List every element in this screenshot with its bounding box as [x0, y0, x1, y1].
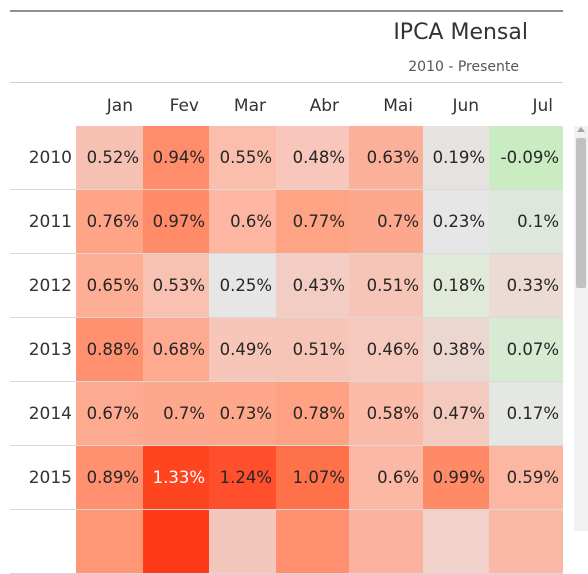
- heatmap-cell: 0.97%: [143, 190, 209, 254]
- page-title: IPCA Mensal: [393, 20, 528, 45]
- heatmap-cell: 0.48%: [276, 126, 349, 190]
- heatmap-cell: 0.43%: [276, 254, 349, 318]
- row-divider: [10, 189, 76, 190]
- heatmap-cell: 0.46%: [349, 318, 423, 382]
- heatmap-cell: 0.33%: [489, 254, 563, 318]
- row-year-label: 2012: [28, 276, 72, 296]
- page-subtitle: 2010 - Presente: [408, 59, 519, 75]
- heatmap-cell: 0.89%: [76, 446, 143, 510]
- heatmap-cell: 0.7%: [143, 382, 209, 446]
- heatmap-cell: [209, 510, 276, 574]
- heatmap-cell: 0.1%: [489, 190, 563, 254]
- heatmap-cell: [349, 510, 423, 574]
- heatmap-cell: 0.55%: [209, 126, 276, 190]
- column-header-mar: Mar: [233, 96, 266, 116]
- heatmap-cell: 0.18%: [423, 254, 489, 318]
- heatmap-cell: 0.51%: [349, 254, 423, 318]
- header-separator: [10, 82, 563, 83]
- heatmap-cell: 0.7%: [349, 190, 423, 254]
- heatmap-cell: [76, 510, 143, 574]
- row-year-label: 2015: [28, 468, 72, 488]
- row-year-label: 2011: [28, 212, 72, 232]
- heatmap-cell: 0.23%: [423, 190, 489, 254]
- heatmap-cell: 0.67%: [76, 382, 143, 446]
- row-divider: [10, 509, 76, 510]
- heatmap-cell: 0.25%: [209, 254, 276, 318]
- heatmap-cell: 0.94%: [143, 126, 209, 190]
- column-header-jun: Jun: [452, 96, 479, 116]
- heatmap-cell: 0.6%: [349, 446, 423, 510]
- column-header-abr: Abr: [309, 96, 339, 116]
- heatmap-cell: -0.09%: [489, 126, 563, 190]
- heatmap-cell: 0.78%: [276, 382, 349, 446]
- heatmap-cell: 0.17%: [489, 382, 563, 446]
- heatmap-cell: 1.07%: [276, 446, 349, 510]
- heatmap-cell: 0.6%: [209, 190, 276, 254]
- row-year-label: 2014: [28, 404, 72, 424]
- heatmap-cell: [489, 510, 563, 574]
- heatmap-cell: 0.63%: [349, 126, 423, 190]
- row-divider: [10, 317, 76, 318]
- column-header-mai: Mai: [383, 96, 413, 116]
- heatmap-cell: 0.65%: [76, 254, 143, 318]
- column-header-fev: Fev: [169, 96, 199, 116]
- scrollbar-thumb[interactable]: [576, 138, 586, 288]
- row-divider: [10, 445, 76, 446]
- row-year-label: 2013: [28, 340, 72, 360]
- row-divider: [10, 381, 76, 382]
- heatmap-cell: 0.47%: [423, 382, 489, 446]
- heatmap-cell: 0.77%: [276, 190, 349, 254]
- row-divider: [10, 253, 76, 254]
- heatmap-cell: [423, 510, 489, 574]
- heatmap-cell: 0.99%: [423, 446, 489, 510]
- column-header-jul: Jul: [532, 96, 553, 116]
- scroll-up-arrow-icon[interactable]: [577, 127, 585, 132]
- heatmap-cell: 0.68%: [143, 318, 209, 382]
- heatmap-cell: 0.49%: [209, 318, 276, 382]
- heatmap-cell: 0.88%: [76, 318, 143, 382]
- heatmap-cell: 0.51%: [276, 318, 349, 382]
- heatmap-cell: 0.58%: [349, 382, 423, 446]
- heatmap-cell: 0.38%: [423, 318, 489, 382]
- heatmap-cell: 0.19%: [423, 126, 489, 190]
- heatmap-cell: [143, 510, 209, 574]
- title-rule: [10, 10, 563, 12]
- heatmap-cell: 0.53%: [143, 254, 209, 318]
- heatmap-cell: 0.07%: [489, 318, 563, 382]
- heatmap-cell: 1.33%: [143, 446, 209, 510]
- heatmap-cell: [276, 510, 349, 574]
- heatmap-cell: 0.73%: [209, 382, 276, 446]
- heatmap-cell: 0.59%: [489, 446, 563, 510]
- row-year-label: 2010: [28, 148, 72, 168]
- heatmap-cell: 0.52%: [76, 126, 143, 190]
- column-header-jan: Jan: [106, 96, 133, 116]
- heatmap-cell: 1.24%: [209, 446, 276, 510]
- heatmap-cell: 0.76%: [76, 190, 143, 254]
